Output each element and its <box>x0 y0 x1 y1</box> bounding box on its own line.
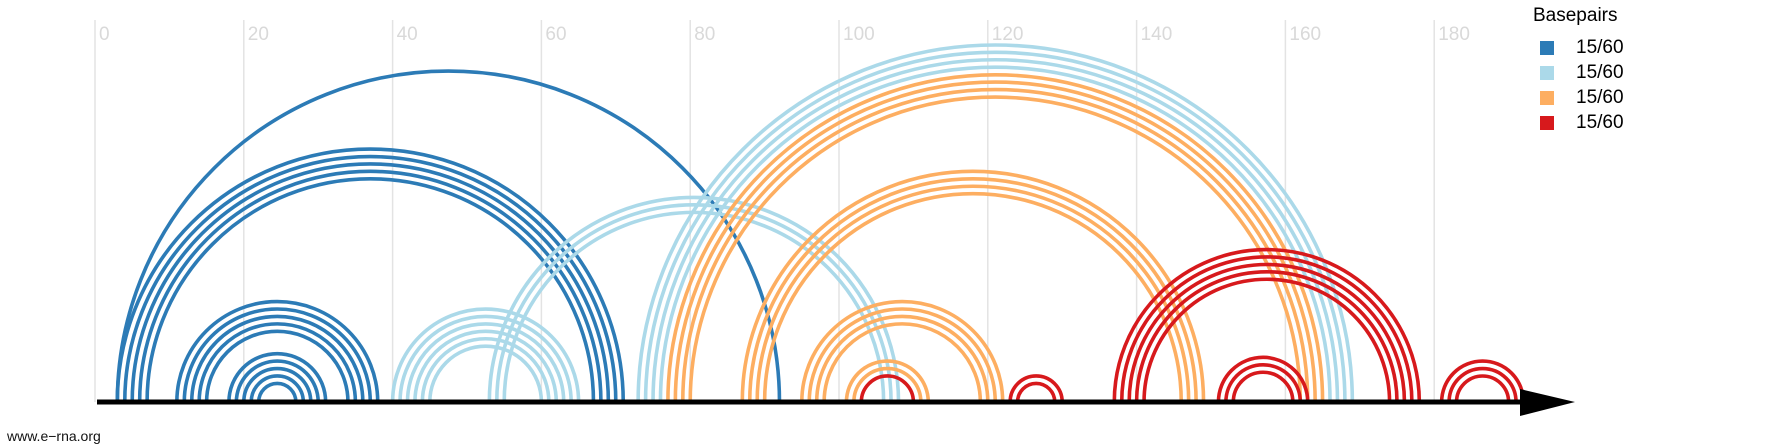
arc-layer <box>115 43 1526 403</box>
basepair-arc <box>204 329 350 403</box>
legend-swatch-light-blue <box>1540 66 1554 80</box>
basepair-arc <box>1231 370 1295 403</box>
basepair-arc <box>137 169 603 403</box>
legend-label: 15/60 <box>1576 37 1624 58</box>
basepair-arc <box>1454 374 1511 403</box>
basepair-arc <box>1112 247 1422 403</box>
basepair-arc <box>390 307 581 403</box>
basepair-arc <box>1439 359 1526 403</box>
x-tick-label: 20 <box>248 24 269 45</box>
basepair-arc <box>747 177 1198 403</box>
basepair-arc <box>800 299 1005 403</box>
basepair-arc <box>1447 366 1518 403</box>
legend-swatch-orange <box>1540 91 1554 105</box>
sequence-axis <box>97 389 1575 416</box>
legend-swatch-dark-blue <box>1540 41 1554 55</box>
basepair-arc <box>814 314 990 403</box>
basepair-arc <box>428 344 544 403</box>
x-tick-label: 120 <box>992 24 1024 45</box>
legend-item: 15/60 <box>1540 86 1624 110</box>
basepair-arc <box>740 169 1206 403</box>
basepair-arc <box>1134 270 1399 403</box>
axis-arrowhead <box>1520 389 1575 416</box>
basepair-arc <box>405 322 566 403</box>
basepair-arc <box>859 374 916 403</box>
basepair-arc <box>420 336 551 403</box>
basepair-arc <box>844 359 931 403</box>
basepair-arc <box>1015 381 1057 403</box>
basepair-arc <box>227 351 328 403</box>
basepair-arc <box>643 50 1347 403</box>
basepair-arc <box>122 154 618 403</box>
x-tick-label: 160 <box>1289 24 1321 45</box>
basepair-arc <box>256 381 298 403</box>
basepair-arc <box>658 65 1332 403</box>
x-tick-label: 180 <box>1438 24 1470 45</box>
basepair-arc <box>249 374 306 403</box>
basepair-arc <box>636 43 1355 403</box>
x-tick-label: 80 <box>694 24 715 45</box>
watermark-text: www.e−rna.org <box>7 428 101 444</box>
basepair-arc <box>651 57 1340 403</box>
legend-title: Basepairs <box>1533 5 1618 26</box>
legend-item: 15/60 <box>1540 61 1624 85</box>
basepair-arc <box>494 203 893 403</box>
x-tick-label: 40 <box>397 24 418 45</box>
legend-label: 15/60 <box>1576 87 1624 108</box>
basepair-arc <box>1119 255 1414 403</box>
basepair-arc <box>234 359 320 403</box>
x-tick-label: 100 <box>843 24 875 45</box>
basepair-arc <box>413 329 559 403</box>
basepair-arc <box>852 366 923 403</box>
basepair-arc <box>666 72 1325 403</box>
x-tick-label: 140 <box>1141 24 1173 45</box>
basepair-arc <box>1142 277 1392 403</box>
basepair-arc <box>189 314 365 403</box>
legend-label: 15/60 <box>1576 62 1624 83</box>
grid-lines: 0 20 40 60 80 100 120 140 160 180 <box>94 20 1470 402</box>
basepair-arc <box>115 147 626 403</box>
basepair-arc <box>145 177 596 403</box>
basepair-arc <box>1008 374 1064 403</box>
basepair-arc <box>130 162 611 403</box>
basepair-arc <box>1127 262 1407 403</box>
basepair-arc <box>1224 363 1303 403</box>
legend-item: 15/60 <box>1540 36 1624 60</box>
legend-item: 15/60 <box>1540 111 1624 135</box>
basepair-arc <box>175 299 380 403</box>
legend-swatch-red <box>1540 116 1554 130</box>
x-tick-label: 60 <box>545 24 566 45</box>
basepair-arc <box>680 87 1310 403</box>
basepair-arc <box>807 307 998 403</box>
basepair-arc <box>242 366 313 403</box>
basepair-arc <box>1216 355 1310 403</box>
basepair-arc <box>822 322 983 403</box>
legend-label: 15/60 <box>1576 112 1624 133</box>
basepair-arc <box>115 69 782 403</box>
basepair-arc <box>182 307 373 403</box>
x-tick-label: 0 <box>99 24 110 45</box>
basepair-arc <box>398 314 573 403</box>
basepair-arc <box>197 322 358 403</box>
